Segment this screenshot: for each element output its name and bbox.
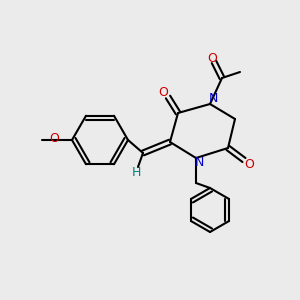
Text: O: O (49, 133, 59, 146)
Text: N: N (208, 92, 218, 106)
Text: H: H (131, 166, 141, 178)
Text: N: N (194, 157, 204, 169)
Text: O: O (244, 158, 254, 170)
Text: O: O (207, 52, 217, 64)
Text: O: O (158, 86, 168, 100)
